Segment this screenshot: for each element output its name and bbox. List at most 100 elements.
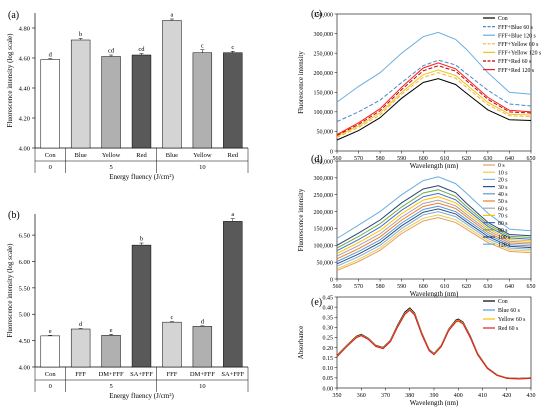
panel-1-bar-chart: (b) 4.00 4.50 5.00 5.50 6.00 6.50 Fluorescence … <box>6 210 249 400</box>
y-tick-label: 50,000 <box>317 260 334 266</box>
y-tick-label: 0.15 <box>323 356 334 362</box>
category-label: DM+FFF <box>99 371 124 378</box>
category-label: Red <box>228 152 239 159</box>
x-tick-label: 630 <box>483 156 492 162</box>
legend-label: FFF+Blue 60 s <box>498 25 534 31</box>
y-tick-label: 50,000 <box>317 130 334 136</box>
bar <box>223 221 243 368</box>
y-tick-label: 0.45 <box>323 295 334 301</box>
group-label: 0 <box>49 164 52 171</box>
legend-label: Con <box>498 16 508 22</box>
significance-letter: cd <box>138 46 145 53</box>
x-tick-label: 430 <box>527 393 536 399</box>
category-label: Blue <box>75 152 87 159</box>
y-tick-label: 4.20 <box>19 116 30 123</box>
x-axis-label: Wavelength (nm) <box>410 399 459 407</box>
panel-label: (d) <box>311 154 323 165</box>
x-tick-label: 620 <box>462 156 471 162</box>
x-tick-label: 570 <box>354 156 363 162</box>
y-tick-label: 4.40 <box>19 86 30 93</box>
legend-label: FFF+Red 120 s <box>498 68 535 74</box>
y-tick-label: 300,000 <box>314 32 334 38</box>
y-tick-label: 300,000 <box>314 176 334 182</box>
category-label: Con <box>45 152 57 159</box>
bar <box>192 52 213 149</box>
group-label: 10 <box>199 383 206 390</box>
legend-label: 120 s <box>498 242 511 248</box>
x-axis-label: Wavelength (nm) <box>410 162 459 170</box>
significance-letter: c <box>231 44 234 51</box>
series-line <box>336 217 532 272</box>
y-tick-label: 5.50 <box>19 285 30 292</box>
bar <box>131 244 152 368</box>
x-tick-label: 640 <box>505 156 514 162</box>
x-axis-label: Energy fluency (J/cm²) <box>109 173 174 181</box>
series-line <box>336 78 532 141</box>
panel-3-line-chart: (d) 0 50,000 100,000 150,000 200,000 250,000 30… <box>297 154 536 298</box>
significance-letter: a <box>170 12 173 19</box>
legend-label: FFF+Yellow 120 s <box>498 51 542 57</box>
legend-label: 40 s <box>498 192 508 198</box>
series-line <box>336 192 532 252</box>
legend-label: 0 s <box>498 163 505 169</box>
panel-label: (e) <box>311 297 322 308</box>
x-tick-label: 630 <box>483 284 492 290</box>
legend-label: 100 s <box>498 235 511 241</box>
y-tick-label: 0 <box>330 277 333 283</box>
category-label: FFF <box>75 371 86 378</box>
bar <box>40 59 60 149</box>
x-axis-label: Energy fluency (J/cm²) <box>109 392 174 400</box>
y-tick-label: 0.20 <box>323 346 334 352</box>
y-tick-label: 250,000 <box>314 51 334 57</box>
y-axis-label: Absorbance <box>297 326 305 359</box>
series-line <box>336 309 532 380</box>
series-line <box>336 62 532 136</box>
legend-label: 50 s <box>498 199 508 205</box>
bar <box>70 39 91 149</box>
group-label: 5 <box>109 383 112 390</box>
legend-label: FFF+Red 60 s <box>498 59 532 65</box>
y-tick-label: 4.00 <box>19 365 30 372</box>
series-line <box>336 185 532 246</box>
significance-letter: c <box>170 314 173 321</box>
legend-label: FFF+Blue 120 s <box>498 33 536 39</box>
category-label: FFF <box>166 371 177 378</box>
legend-label: 90 s <box>498 228 508 234</box>
category-label: DM+FFF <box>190 371 215 378</box>
y-tick-label: 250,000 <box>314 193 334 199</box>
x-tick-label: 590 <box>397 284 406 290</box>
y-tick-label: 150,000 <box>314 227 334 233</box>
x-tick-label: 380 <box>405 393 414 399</box>
y-axis-label: Fluorescence intensity (log scale) <box>6 243 14 338</box>
legend-label: 70 s <box>498 214 508 220</box>
bar <box>101 56 121 149</box>
x-tick-label: 420 <box>502 393 511 399</box>
y-tick-label: 4.80 <box>19 26 30 33</box>
group-label: 0 <box>49 383 52 390</box>
y-tick-label: 200,000 <box>314 210 334 216</box>
category-label: Con <box>45 371 57 378</box>
group-label: 10 <box>199 164 206 171</box>
bar <box>101 335 121 368</box>
panel-label: (c) <box>311 9 322 20</box>
group-label: 5 <box>109 164 112 171</box>
series-line <box>336 189 532 249</box>
x-tick-label: 360 <box>357 393 366 399</box>
y-tick-label: 150,000 <box>314 91 334 97</box>
category-label: SA+FFF <box>221 371 244 378</box>
significance-letter: d <box>49 51 53 58</box>
panel-label: (a) <box>8 10 19 21</box>
y-tick-label: 0.25 <box>323 336 334 342</box>
series-line <box>336 202 532 260</box>
legend-label: Yellow 60 s <box>498 317 526 323</box>
y-tick-label: 0.05 <box>323 376 334 382</box>
bar <box>192 326 213 368</box>
bar <box>162 321 182 368</box>
bar <box>131 54 152 149</box>
x-tick-label: 610 <box>440 156 449 162</box>
y-tick-label: 0.00 <box>323 386 334 392</box>
legend-label: 30 s <box>498 185 508 191</box>
y-axis-label: Fluorescence intensity <box>297 188 305 251</box>
x-tick-label: 400 <box>454 393 463 399</box>
